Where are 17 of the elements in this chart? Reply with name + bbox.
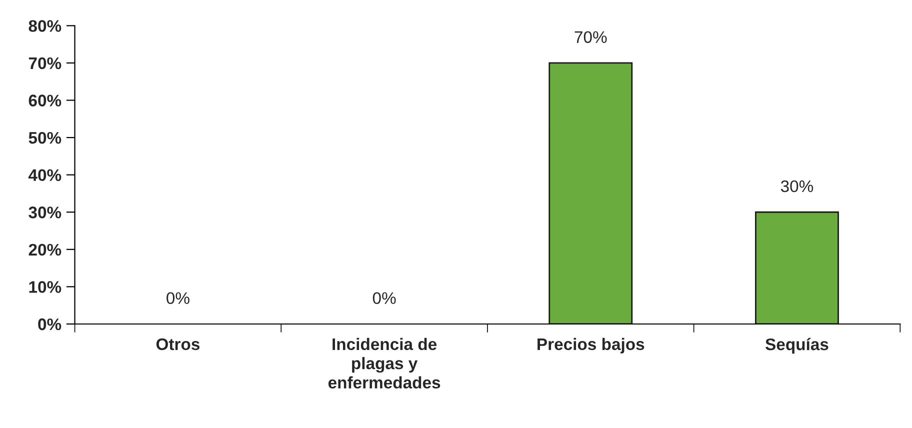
- data-label: 70%: [574, 31, 607, 44]
- x-tick-label: Otros: [156, 338, 200, 350]
- data-label: 0%: [372, 292, 396, 304]
- y-tick-label: 70%: [28, 57, 62, 70]
- y-tick-label: 40%: [28, 169, 62, 182]
- data-label: 30%: [780, 180, 814, 192]
- y-tick-label: 80%: [28, 20, 62, 32]
- y-tick-label: 50%: [28, 132, 62, 144]
- y-tick-label: 60%: [28, 94, 62, 106]
- x-tick-label: Precios bajos: [538, 338, 644, 354]
- y-tick-label: 10%: [29, 281, 62, 293]
- data-label: 0%: [166, 292, 190, 304]
- y-tick-label: 20%: [28, 244, 62, 256]
- x-tick-label: Incidencia de plagas y enfermedades: [328, 338, 440, 389]
- y-tick-label: 0%: [38, 318, 62, 330]
- x-tick-label: Sequías: [765, 338, 828, 354]
- y-tick-label: 30%: [28, 206, 62, 218]
